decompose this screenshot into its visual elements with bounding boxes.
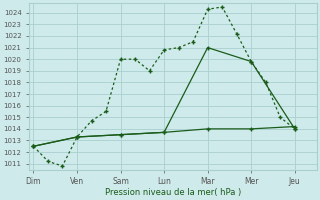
X-axis label: Pression niveau de la mer( hPa ): Pression niveau de la mer( hPa ) [105,188,241,197]
